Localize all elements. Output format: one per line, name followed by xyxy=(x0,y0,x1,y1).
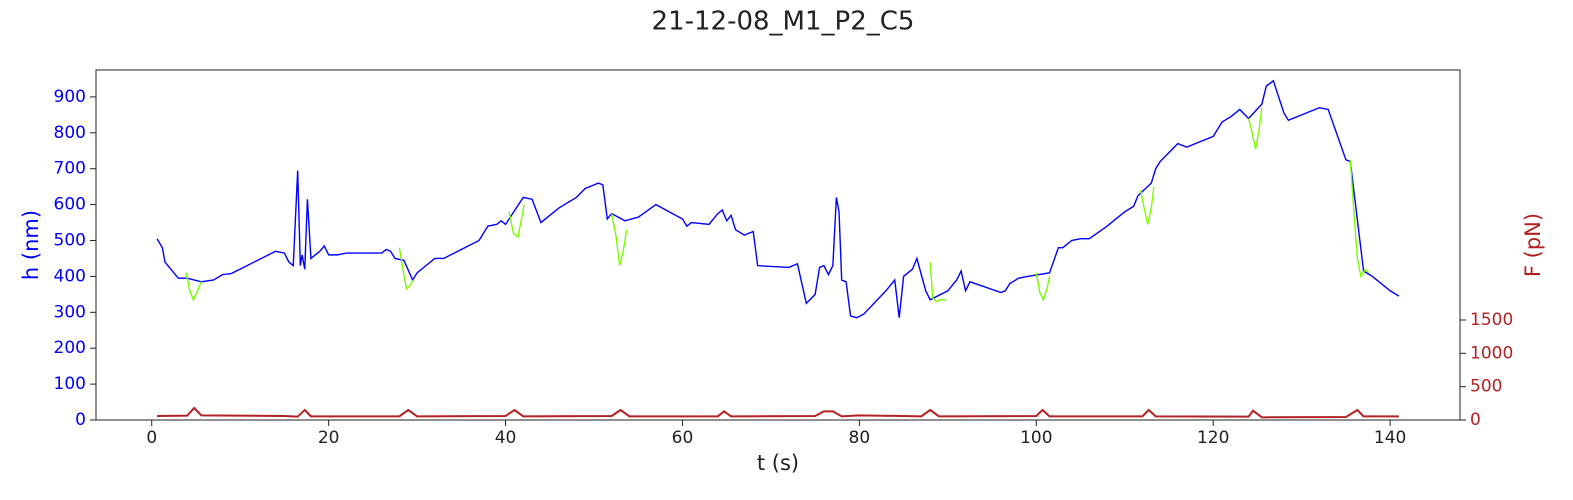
y-tick-label: 300 xyxy=(54,302,86,322)
line-series xyxy=(1349,159,1370,279)
line-series xyxy=(157,406,1399,419)
y-tick-label: 900 xyxy=(54,87,86,107)
y-tick-label: 100 xyxy=(54,374,86,394)
x-axis-label: t (s) xyxy=(757,451,799,475)
chart-title: 21-12-08_M1_P2_C5 xyxy=(652,7,915,37)
x-tick-label: 60 xyxy=(672,428,694,448)
line-series xyxy=(1247,107,1263,150)
line-series xyxy=(508,204,525,239)
y-tick-label: 0 xyxy=(75,410,86,430)
y-tick-label: 600 xyxy=(54,195,86,215)
y2-axis-label: F (pN) xyxy=(1521,213,1545,277)
y-tick-label: 700 xyxy=(54,159,86,179)
x-tick-label: 40 xyxy=(495,428,517,448)
y-axis-label: h (nm) xyxy=(19,210,43,280)
x-tick-label: 100 xyxy=(1020,428,1052,448)
x-tick-label: 120 xyxy=(1197,428,1229,448)
y2-tick-label: 500 xyxy=(1470,377,1502,397)
x-tick-label: 0 xyxy=(146,428,157,448)
line-series xyxy=(185,272,202,302)
plot-frame xyxy=(95,69,1461,421)
line-series xyxy=(398,247,415,291)
y2-tick-label: 1500 xyxy=(1470,310,1513,330)
y-tick-label: 200 xyxy=(54,338,86,358)
y-tick-label: 400 xyxy=(54,266,86,286)
y-tick-label: 500 xyxy=(54,231,86,251)
line-series xyxy=(611,213,628,266)
line-series xyxy=(929,261,947,303)
x-tick-label: 80 xyxy=(849,428,871,448)
y-tick-label: 800 xyxy=(54,123,86,143)
x-tick-label: 20 xyxy=(318,428,340,448)
y2-tick-label: 0 xyxy=(1470,410,1481,430)
line-series xyxy=(1139,186,1155,225)
line-series xyxy=(156,79,1400,319)
y2-tick-label: 1000 xyxy=(1470,343,1513,363)
line-series xyxy=(1035,272,1051,302)
x-tick-label: 140 xyxy=(1374,428,1406,448)
